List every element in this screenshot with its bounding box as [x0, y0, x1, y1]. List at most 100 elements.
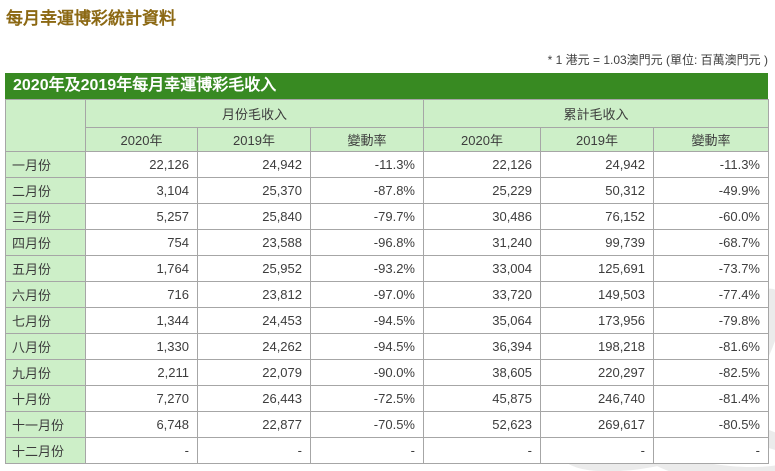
value-cell: 30,486 — [423, 203, 541, 230]
month-cell: 九月份 — [5, 359, 86, 386]
value-cell: -72.5% — [310, 385, 424, 412]
value-cell: -11.3% — [653, 151, 769, 178]
table-row: 七月份 1,344 24,453 -94.5% 35,064 173,956 -79.8% — [5, 307, 769, 334]
value-cell: -97.0% — [310, 281, 424, 308]
value-cell: 1,344 — [85, 307, 198, 334]
table-row: 六月份 716 23,812 -97.0% 33,720 149,503 -77.4% — [5, 281, 769, 308]
value-cell: 38,605 — [423, 359, 541, 386]
value-cell: 24,942 — [540, 151, 654, 178]
table-row: 一月份 22,126 24,942 -11.3% 22,126 24,942 -11.3% — [5, 151, 769, 178]
month-cell: 六月份 — [5, 281, 86, 308]
value-cell: 99,739 — [540, 229, 654, 256]
value-cell: 45,875 — [423, 385, 541, 412]
value-cell: -70.5% — [310, 411, 424, 438]
value-cell: - — [197, 437, 311, 464]
value-cell: 24,942 — [197, 151, 311, 178]
value-cell: 50,312 — [540, 177, 654, 204]
value-cell: -79.8% — [653, 307, 769, 334]
group-header-row: 月份毛收入 累計毛收入 — [5, 99, 769, 152]
month-cell: 三月份 — [5, 203, 86, 230]
value-cell: 23,812 — [197, 281, 311, 308]
value-cell: 173,956 — [540, 307, 654, 334]
month-cell: 五月份 — [5, 255, 86, 282]
value-cell: - — [310, 437, 424, 464]
value-cell: 269,617 — [540, 411, 654, 438]
table-row: 四月份 754 23,588 -96.8% 31,240 99,739 -68.7% — [5, 229, 769, 256]
value-cell: 22,877 — [197, 411, 311, 438]
value-cell: 716 — [85, 281, 198, 308]
value-cell: 125,691 — [540, 255, 654, 282]
value-cell: -94.5% — [310, 307, 424, 334]
month-column-header — [5, 99, 86, 152]
content-area: 每月幸運博彩統計資料 * 1 港元 = 1.03澳門元 (單位: 百萬澳門元 )… — [0, 9, 769, 464]
value-cell: 2,211 — [85, 359, 198, 386]
table-row: 八月份 1,330 24,262 -94.5% 36,394 198,218 -81.6% — [5, 333, 769, 360]
value-cell: -93.2% — [310, 255, 424, 282]
value-cell: 198,218 — [540, 333, 654, 360]
value-cell: 22,126 — [85, 151, 198, 178]
value-cell: -11.3% — [310, 151, 424, 178]
value-cell: -96.8% — [310, 229, 424, 256]
value-cell: 149,503 — [540, 281, 654, 308]
page-title: 每月幸運博彩統計資料 — [6, 9, 176, 28]
value-cell: 220,297 — [540, 359, 654, 386]
table-row: 十一月份 6,748 22,877 -70.5% 52,623 269,617 -80.5% — [5, 411, 769, 438]
col-header-cumulative-change: 變動率 — [653, 127, 769, 152]
month-cell: 二月份 — [5, 177, 86, 204]
table-row: 五月份 1,764 25,952 -93.2% 33,004 125,691 -73.7% — [5, 255, 769, 282]
value-cell: 25,229 — [423, 177, 541, 204]
value-cell: -90.0% — [310, 359, 424, 386]
value-cell: 35,064 — [423, 307, 541, 334]
value-cell: 25,952 — [197, 255, 311, 282]
value-cell: 22,126 — [423, 151, 541, 178]
table-row: 九月份 2,211 22,079 -90.0% 38,605 220,297 -82.5% — [5, 359, 769, 386]
value-cell: 33,720 — [423, 281, 541, 308]
value-cell: - — [423, 437, 541, 464]
value-cell: 6,748 — [85, 411, 198, 438]
month-cell: 十二月份 — [5, 437, 86, 464]
value-cell: 26,443 — [197, 385, 311, 412]
value-cell: 3,104 — [85, 177, 198, 204]
value-cell: 23,588 — [197, 229, 311, 256]
table-row: 二月份 3,104 25,370 -87.8% 25,229 50,312 -49.9% — [5, 177, 769, 204]
table-row: 三月份 5,257 25,840 -79.7% 30,486 76,152 -60.0% — [5, 203, 769, 230]
table-row: 十二月份 - - - - - - — [5, 437, 769, 464]
value-cell: 25,840 — [197, 203, 311, 230]
value-cell: -87.8% — [310, 177, 424, 204]
value-cell: 1,764 — [85, 255, 198, 282]
year-header-row: 2020年 2019年 變動率 2020年 2019年 變動率 — [6, 127, 769, 152]
value-cell: 36,394 — [423, 333, 541, 360]
value-cell: 25,370 — [197, 177, 311, 204]
col-header-monthly-2019: 2019年 — [197, 127, 311, 152]
value-cell: 31,240 — [423, 229, 541, 256]
value-cell: -81.4% — [653, 385, 769, 412]
month-cell: 一月份 — [5, 151, 86, 178]
value-cell: - — [85, 437, 198, 464]
value-cell: -80.5% — [653, 411, 769, 438]
value-cell: 754 — [85, 229, 198, 256]
month-cell: 十一月份 — [5, 411, 86, 438]
value-cell: -94.5% — [310, 333, 424, 360]
value-cell: 76,152 — [540, 203, 654, 230]
col-header-cumulative-2020: 2020年 — [423, 127, 541, 152]
value-cell: -68.7% — [653, 229, 769, 256]
month-cell: 八月份 — [5, 333, 86, 360]
value-cell: 24,453 — [197, 307, 311, 334]
value-cell: 5,257 — [85, 203, 198, 230]
table-body: 一月份 22,126 24,942 -11.3% 22,126 24,942 -11.3% 二… — [5, 151, 769, 464]
value-cell: -79.7% — [310, 203, 424, 230]
value-cell: - — [653, 437, 769, 464]
value-cell: 7,270 — [85, 385, 198, 412]
month-cell: 七月份 — [5, 307, 86, 334]
value-cell: -77.4% — [653, 281, 769, 308]
value-cell: 52,623 — [423, 411, 541, 438]
value-cell: 24,262 — [197, 333, 311, 360]
value-cell: -60.0% — [653, 203, 769, 230]
col-header-monthly-2020: 2020年 — [85, 127, 198, 152]
gaming-revenue-table: 月份毛收入 累計毛收入 2020年 2019年 變動率 2020年 2019年 … — [5, 99, 769, 464]
month-cell: 十月份 — [5, 385, 86, 412]
month-cell: 四月份 — [5, 229, 86, 256]
value-cell: -82.5% — [653, 359, 769, 386]
value-cell: -81.6% — [653, 333, 769, 360]
table-row: 十月份 7,270 26,443 -72.5% 45,875 246,740 -81.4% — [5, 385, 769, 412]
